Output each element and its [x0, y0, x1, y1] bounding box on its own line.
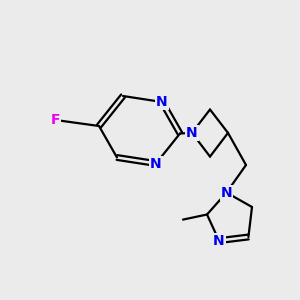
- Text: N: N: [186, 126, 198, 140]
- Text: F: F: [51, 113, 60, 127]
- Text: N: N: [156, 95, 168, 109]
- Text: N: N: [213, 234, 225, 248]
- Text: N: N: [221, 186, 232, 200]
- Text: N: N: [150, 157, 162, 170]
